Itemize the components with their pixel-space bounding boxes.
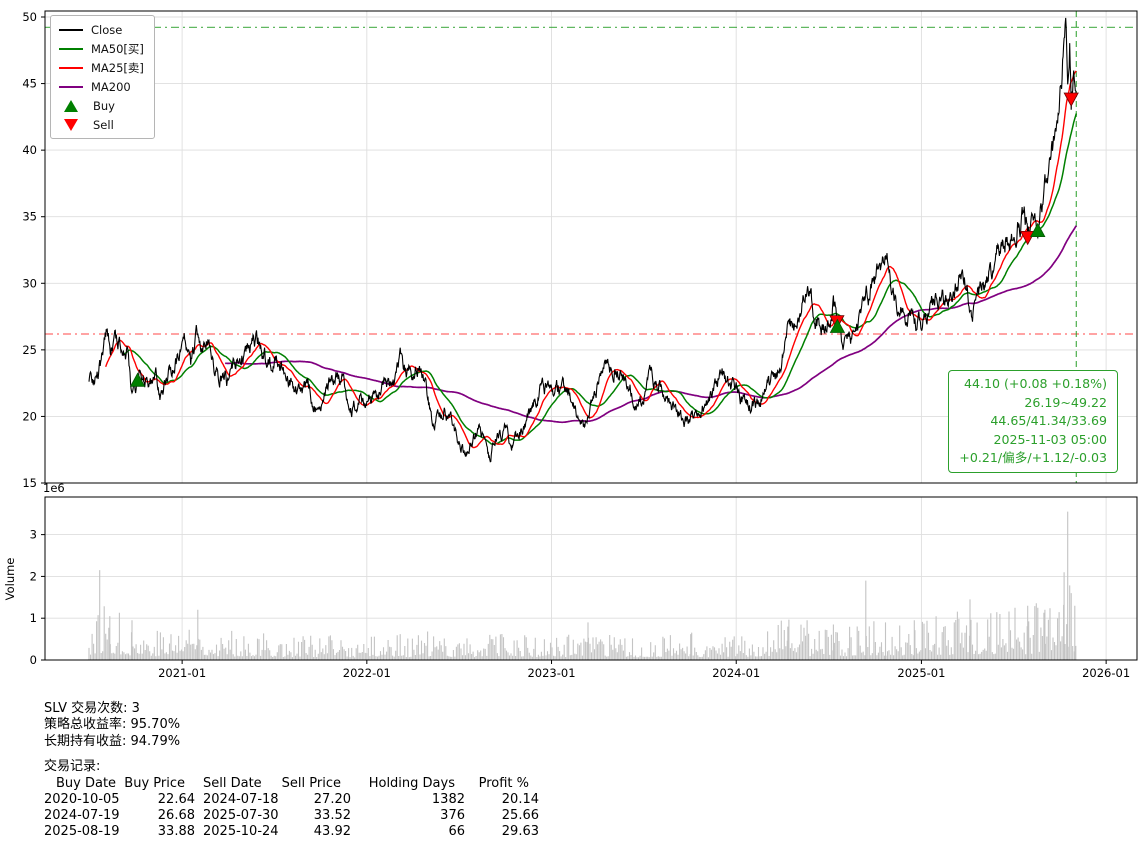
volume-axes-frame xyxy=(44,496,1138,661)
ma50-line-swatch xyxy=(59,47,83,50)
trade-cell: 2025-08-19 xyxy=(44,824,120,840)
ma25-line-swatch xyxy=(59,66,83,69)
grid-lines xyxy=(45,11,1137,660)
chart-legend: Close MA50[买] MA25[卖] MA200 Buy Sell xyxy=(50,15,155,139)
trade-cell: 2024-07-19 xyxy=(44,808,120,824)
volume-tick-label: 1 xyxy=(30,611,37,625)
date-tick-label: 2026-01 xyxy=(1082,666,1130,680)
volume-tick-label: 3 xyxy=(30,528,37,542)
trade-cell: 2025-07-30 xyxy=(203,808,279,824)
legend-item-ma200: MA200 xyxy=(59,79,144,94)
trade-count-line: SLV 交易次数: 3 xyxy=(44,701,140,716)
trade-col-header: Buy Price xyxy=(124,775,185,791)
ma200-line-swatch xyxy=(59,85,83,88)
trade-table-header: Buy Date Buy Price Sell Date Sell Price Hold… xyxy=(44,776,539,792)
trade-col-header: Sell Date xyxy=(203,775,262,791)
ma50-line xyxy=(122,113,1078,445)
trade-cell: 66 xyxy=(448,824,465,840)
sell-triangle-icon xyxy=(64,118,78,131)
trade-record-row: 2024-07-19 26.68 2025-07-30 33.52 376 25.66 xyxy=(44,808,539,824)
price-tick-label: 40 xyxy=(22,143,37,157)
trade-record-row: 2025-08-19 33.88 2025-10-24 43.92 66 29.63 xyxy=(44,824,539,840)
trade-cell: 33.88 xyxy=(157,824,195,840)
price-axes-frame xyxy=(44,10,1138,484)
date-tick-label: 2023-01 xyxy=(527,666,575,680)
volume-bars xyxy=(88,511,1077,660)
sell-marker xyxy=(1063,92,1079,107)
trade-col-header: Buy Date xyxy=(56,775,117,791)
buy-marker xyxy=(129,372,146,387)
trade-cell: 2020-10-05 xyxy=(44,791,120,807)
trade-cell: 1382 xyxy=(431,791,465,807)
trade-cell: 25.66 xyxy=(501,808,539,824)
annotation-signal-line: +0.21/偏多/+1.12/-0.03 xyxy=(959,450,1107,466)
annotation-date-line: 2025-11-03 05:00 xyxy=(993,431,1108,447)
trade-col-header: Profit % xyxy=(478,775,529,791)
trade-cell: 27.20 xyxy=(313,791,351,807)
trade-cell: 20.14 xyxy=(501,791,539,807)
trade-table-body: 2020-10-05 22.64 2024-07-18 27.20 1382 20.14 2… xyxy=(44,792,539,841)
date-tick-label: 2024-01 xyxy=(712,666,760,680)
legend-label: Buy xyxy=(93,98,115,113)
price-volume-chart: 15 20 25 30 35 40 45 50 0 1 2 3 2021-01 2022-01 2023-0… xyxy=(3,10,1138,680)
volume-tick-label: 2 xyxy=(30,569,37,583)
trade-record-row: 2020-10-05 22.64 2024-07-18 27.20 1382 20.14 xyxy=(44,792,539,808)
volume-scale-label: 1e6 xyxy=(43,481,65,495)
volume-axis-title: Volume xyxy=(3,558,17,601)
price-tick-label: 30 xyxy=(22,276,37,290)
quote-annotation-box: 44.10 (+0.08 +0.18%) 26.19~49.22 44.65/4… xyxy=(948,370,1118,473)
legend-label: Sell xyxy=(93,117,114,132)
annotation-price-line: 44.10 (+0.08 +0.18%) xyxy=(963,376,1107,391)
price-tick-label: 25 xyxy=(22,343,37,357)
buy-marker xyxy=(1030,222,1046,237)
axis-ticks: 15 20 25 30 35 40 45 50 0 1 2 3 2021-01 2022-01 2023-0… xyxy=(3,10,1130,680)
price-tick-label: 50 xyxy=(22,10,37,24)
trade-cell: 2025-10-24 xyxy=(203,824,279,840)
legend-label: MA200 xyxy=(91,79,131,94)
trade-cell: 26.68 xyxy=(157,808,195,824)
legend-label: MA25[卖] xyxy=(91,60,144,75)
price-tick-label: 35 xyxy=(22,210,37,224)
legend-item-close: Close xyxy=(59,22,144,37)
trade-cell: 22.64 xyxy=(157,791,195,807)
hold-return-line: 长期持有收益: 94.79% xyxy=(44,733,181,749)
close-line xyxy=(88,17,1077,463)
ma25-line xyxy=(105,70,1077,449)
date-tick-label: 2022-01 xyxy=(343,666,391,680)
price-tick-label: 15 xyxy=(22,476,37,490)
legend-item-ma25: MA25[卖] xyxy=(59,60,144,75)
trade-col-header: Holding Days xyxy=(368,775,455,791)
volume-tick-label: 0 xyxy=(30,653,37,667)
buy-triangle-icon xyxy=(64,99,78,112)
strategy-return-line: 策略总收益率: 95.70% xyxy=(44,717,181,733)
trade-cell: 376 xyxy=(440,808,465,824)
legend-item-ma50: MA50[买] xyxy=(59,41,144,56)
close-line-swatch xyxy=(59,28,83,31)
trade-cell: 29.63 xyxy=(501,824,539,840)
legend-item-buy: Buy xyxy=(59,98,144,113)
price-tick-label: 20 xyxy=(22,409,37,423)
sell-marker xyxy=(1020,231,1036,246)
legend-label: Close xyxy=(91,22,123,37)
trade-cell: 33.52 xyxy=(313,808,351,824)
date-tick-label: 2025-01 xyxy=(897,666,945,680)
trade-col-header: Sell Price xyxy=(281,775,341,791)
trade-cell: 2024-07-18 xyxy=(203,791,279,807)
strategy-summary: SLV 交易次数: 3 策略总收益率: 95.70% 长期持有收益: 94.79… xyxy=(44,701,539,840)
trade-cell: 43.92 xyxy=(313,824,351,840)
trade-records-label: 交易记录: xyxy=(44,759,101,775)
legend-item-sell: Sell xyxy=(59,117,144,132)
annotation-range-line: 26.19~49.22 xyxy=(1024,394,1107,410)
buy-marker xyxy=(829,318,846,333)
legend-label: MA50[买] xyxy=(91,41,144,56)
date-tick-label: 2021-01 xyxy=(158,666,206,680)
price-tick-label: 45 xyxy=(22,77,37,91)
annotation-ma-line: 44.65/41.34/33.69 xyxy=(990,413,1107,429)
